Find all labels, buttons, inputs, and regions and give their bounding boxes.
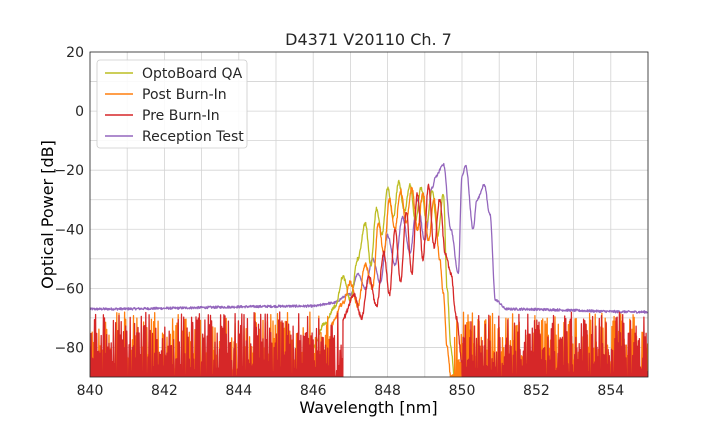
y-tick-label: −40 [54, 222, 84, 238]
x-tick-label: 844 [225, 383, 252, 399]
x-tick-label: 846 [300, 383, 327, 399]
y-tick-label: −60 [54, 281, 84, 297]
series-line-reception-test [90, 162, 648, 314]
y-tick-labels: 20 0 −20 −40 −60 −80 [54, 45, 84, 356]
y-tick-label: 20 [66, 45, 84, 61]
x-tick-label: 840 [77, 383, 104, 399]
x-tick-label: 850 [449, 383, 476, 399]
series-line-optoboard-qa [312, 179, 456, 377]
grid [89, 51, 649, 378]
x-tick-label: 848 [374, 383, 401, 399]
series-line-pre-burn-in [90, 183, 648, 377]
x-tick-label: 854 [597, 383, 624, 399]
legend-entry: Post Burn-In [142, 87, 227, 103]
legend-entry: Reception Test [142, 129, 244, 145]
y-tick-label: −20 [54, 163, 84, 179]
legend-entry: OptoBoard QA [142, 66, 243, 82]
x-tick-labels: 840 842 844 846 848 850 852 854 [77, 383, 625, 399]
legend-box [96, 59, 248, 149]
y-axis-label: Optical Power [dB] [38, 140, 57, 289]
legend: OptoBoard QA Post Burn-In Pre Burn-In Recep… [96, 59, 248, 149]
x-tick-label: 852 [523, 383, 550, 399]
plot-area [90, 162, 648, 377]
plot-frame [89, 51, 649, 378]
y-tick-label: 0 [75, 104, 84, 120]
x-tick-label: 842 [151, 383, 178, 399]
y-tick-label: −80 [54, 340, 84, 356]
legend-entry: Pre Burn-In [142, 108, 220, 124]
chart-title: D4371 V20110 Ch. 7 [285, 30, 452, 49]
x-axis-label: Wavelength [nm] [299, 398, 437, 417]
